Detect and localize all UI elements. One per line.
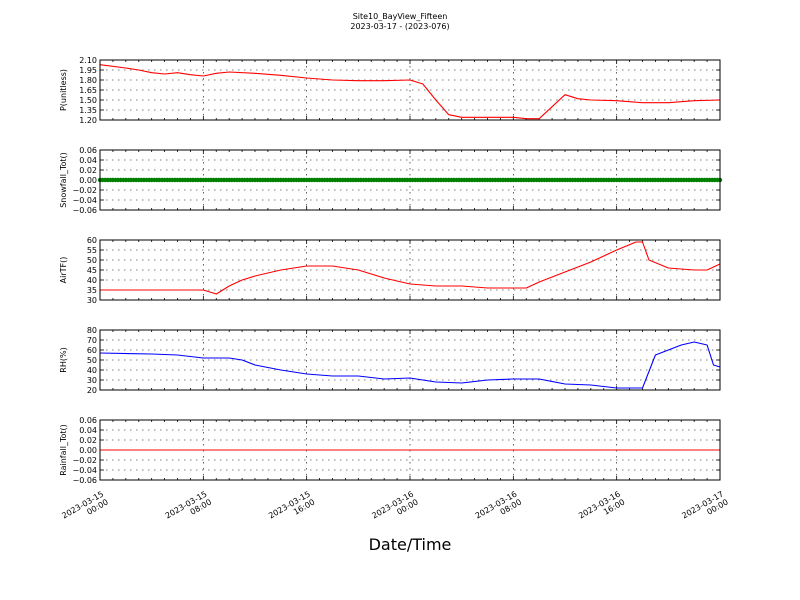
y-tick-label: −0.06 bbox=[72, 476, 97, 485]
x-tick-label: 2023-03-1616:00 bbox=[577, 489, 626, 528]
series-line bbox=[99, 341, 721, 389]
y-tick-label: 40 bbox=[87, 366, 97, 375]
y-tick-label: 50 bbox=[87, 256, 97, 265]
y-tick-label: 1.50 bbox=[79, 96, 97, 105]
x-axis-label: Date/Time bbox=[369, 535, 452, 554]
y-axis-label: P(unitless) bbox=[59, 69, 68, 111]
chart-panel: 0.060.040.020.00−0.02−0.04−0.06 Snowfall_… bbox=[59, 146, 723, 215]
y-tick-label: 1.20 bbox=[79, 116, 97, 125]
chart-panel: 0.060.040.020.00−0.02−0.04−0.06 Rainfall_… bbox=[59, 416, 721, 485]
y-tick-label: 1.35 bbox=[79, 106, 97, 115]
y-tick-label: 70 bbox=[87, 336, 97, 345]
y-tick-label: −0.02 bbox=[72, 186, 97, 195]
y-tick-label: −0.06 bbox=[72, 206, 97, 215]
chart-title: Site10_BayView_Fifteen bbox=[353, 12, 448, 21]
y-tick-label: 0.06 bbox=[79, 146, 97, 155]
y-tick-label: 1.80 bbox=[79, 76, 97, 85]
y-tick-label: −0.04 bbox=[72, 466, 97, 475]
y-axis-label: Snowfall_Tot() bbox=[59, 152, 68, 208]
y-tick-label: 0.00 bbox=[79, 176, 97, 185]
y-tick-label: −0.02 bbox=[72, 456, 97, 465]
y-axis-label: RH(%) bbox=[59, 347, 68, 372]
x-tick-label: 2023-03-1700:00 bbox=[680, 489, 729, 528]
y-tick-label: 0.02 bbox=[79, 166, 97, 175]
x-tick-label: 2023-03-1500:00 bbox=[60, 489, 109, 528]
y-tick-label: −0.04 bbox=[72, 196, 97, 205]
y-tick-label: 30 bbox=[87, 376, 97, 385]
y-tick-label: 0.00 bbox=[79, 446, 97, 455]
y-tick-label: 45 bbox=[87, 266, 97, 275]
y-axis-label: Rainfall_Tot() bbox=[59, 424, 68, 476]
series-line bbox=[100, 241, 721, 295]
y-tick-label: 2.10 bbox=[79, 56, 97, 65]
chart-panel: 2.101.951.801.651.501.351.20 P(unitless) bbox=[59, 56, 721, 125]
y-tick-label: 80 bbox=[87, 326, 97, 335]
y-tick-label: 30 bbox=[87, 296, 97, 305]
y-tick-label: 0.04 bbox=[79, 156, 97, 165]
plot-frame bbox=[99, 329, 721, 391]
chart-subtitle: 2023-03-17 - (2023-076) bbox=[350, 22, 449, 31]
y-tick-label: 60 bbox=[87, 236, 97, 245]
plot-frame bbox=[99, 59, 721, 121]
y-axis-label: AirTF() bbox=[59, 257, 68, 284]
y-tick-label: 0.06 bbox=[79, 416, 97, 425]
x-tick-label: 2023-03-1600:00 bbox=[370, 489, 419, 528]
y-tick-label: 0.02 bbox=[79, 436, 97, 445]
y-tick-label: 40 bbox=[87, 276, 97, 285]
x-tick-label: 2023-03-1608:00 bbox=[474, 489, 523, 528]
plot-frame bbox=[99, 419, 721, 481]
y-tick-label: 50 bbox=[87, 356, 97, 365]
y-tick-label: 0.04 bbox=[79, 426, 97, 435]
x-tick-label: 2023-03-1516:00 bbox=[267, 489, 316, 528]
y-tick-label: 35 bbox=[87, 286, 97, 295]
series-line bbox=[99, 64, 721, 120]
y-tick-label: 20 bbox=[87, 386, 97, 395]
plot-frame bbox=[99, 149, 721, 211]
y-tick-label: 1.65 bbox=[79, 86, 97, 95]
plot-frame bbox=[99, 239, 721, 301]
y-tick-label: 60 bbox=[87, 346, 97, 355]
y-tick-label: 1.95 bbox=[79, 66, 97, 75]
y-tick-label: 55 bbox=[87, 246, 97, 255]
x-tick-label: 2023-03-1508:00 bbox=[164, 489, 213, 528]
